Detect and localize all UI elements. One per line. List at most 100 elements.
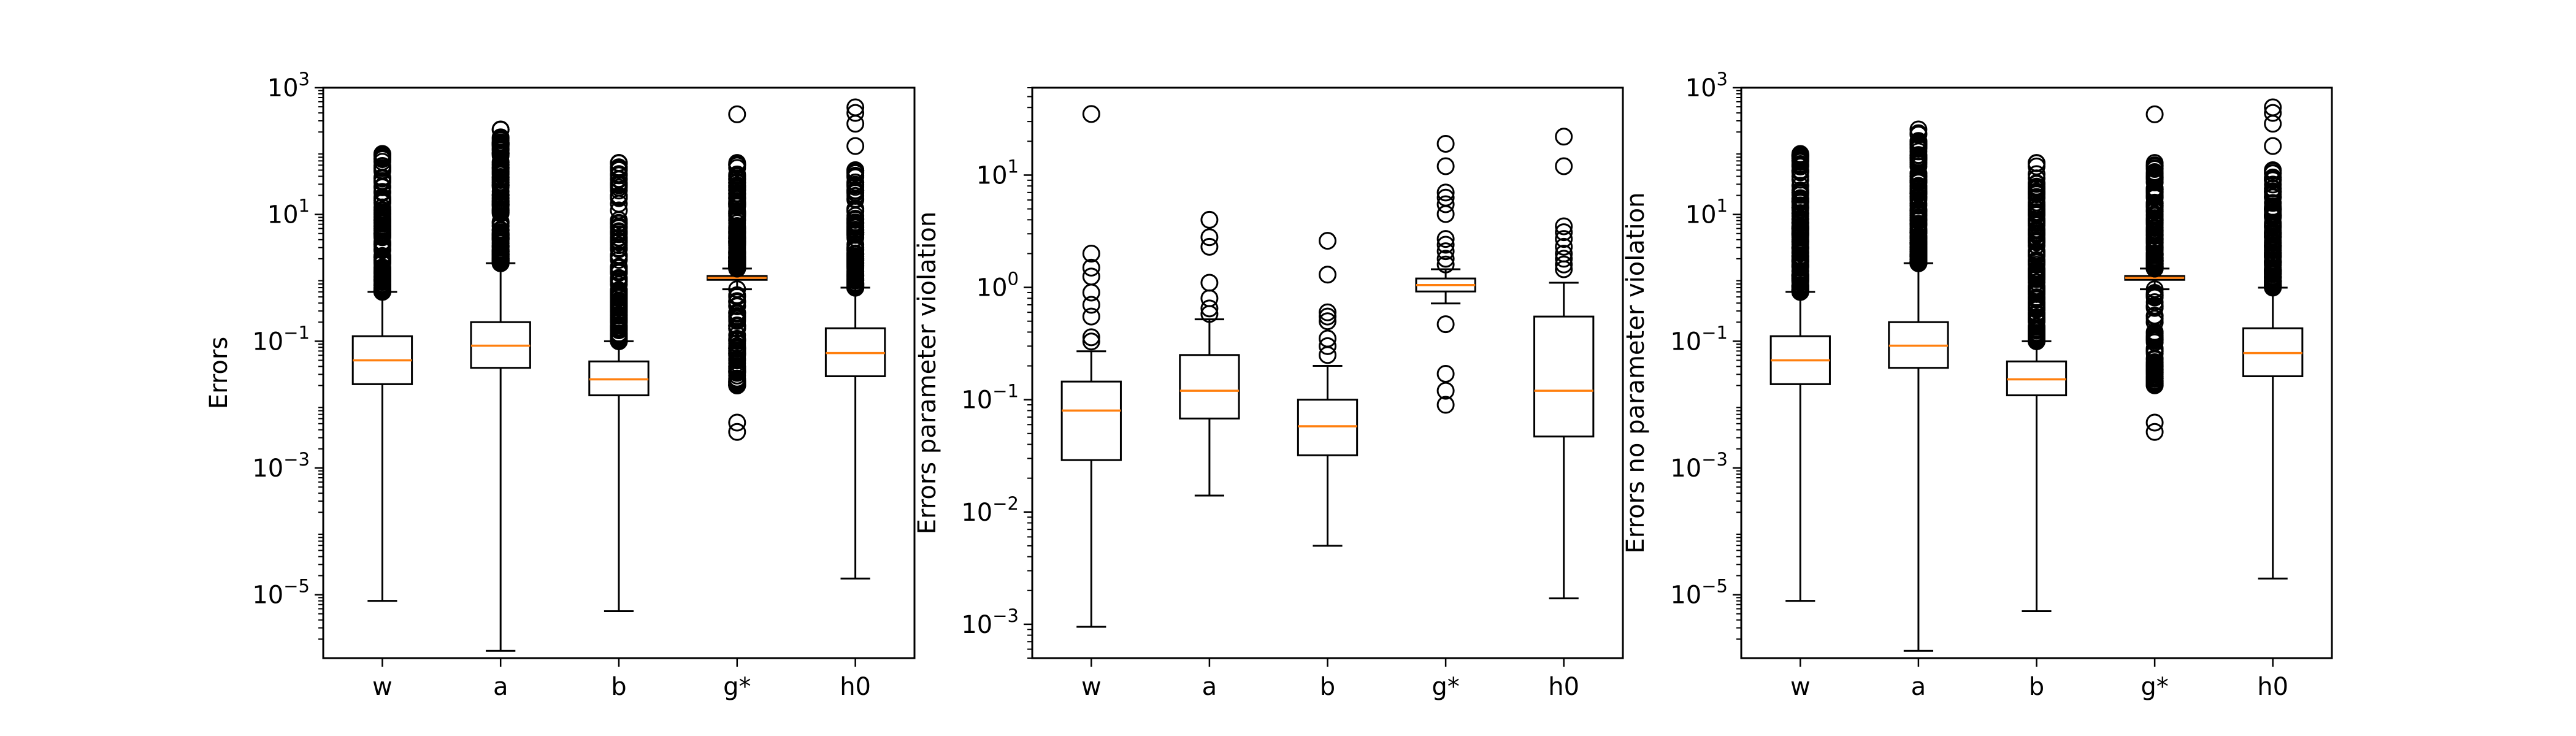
flier-point xyxy=(373,258,391,277)
flier-point xyxy=(2264,183,2282,201)
x-tick-label: g* xyxy=(1432,673,1459,701)
flier-point xyxy=(1082,105,1100,123)
flier-point xyxy=(1791,227,1809,245)
flier-point xyxy=(1791,277,1809,295)
box-b xyxy=(1297,232,1359,547)
flier-point xyxy=(1909,194,1928,213)
flier-point xyxy=(1319,307,1336,326)
flier-point xyxy=(1319,312,1336,331)
flier-point xyxy=(2145,195,2164,213)
y-tick-exponent: −5 xyxy=(283,576,310,597)
flier-point xyxy=(610,239,628,258)
y-tick-label: 10−5 xyxy=(1670,576,1728,610)
y-tick-base: 10 xyxy=(1685,201,1717,229)
flier-point xyxy=(2145,280,2164,299)
flier-point xyxy=(2145,154,2164,172)
flier-point xyxy=(1909,217,1928,235)
flier-point xyxy=(610,246,628,264)
box-w xyxy=(1060,105,1122,628)
flier-point xyxy=(1909,135,1928,153)
flier-point xyxy=(1436,230,1455,248)
flier-point xyxy=(373,169,391,188)
y-tick-base: 10 xyxy=(976,161,1008,190)
flier-point xyxy=(1909,146,1928,164)
flier-point xyxy=(846,226,865,244)
flier-point xyxy=(1909,247,1928,265)
y-tick-label: 10−2 xyxy=(961,493,1019,527)
y-tick-base: 10 xyxy=(267,201,299,229)
flier-point xyxy=(728,339,746,358)
flier-point xyxy=(728,372,746,390)
flier-point xyxy=(373,191,391,210)
x-tick-label: h0 xyxy=(2257,673,2288,701)
y-tick-base: 10 xyxy=(961,499,992,527)
flier-point xyxy=(2028,289,2045,307)
flier-point xyxy=(1436,195,1455,213)
y-tick-label: 101 xyxy=(1685,196,1728,229)
flier-point xyxy=(2145,234,2164,252)
iqr-box xyxy=(1060,380,1122,461)
flier-point xyxy=(846,161,865,179)
flier-point xyxy=(610,174,628,193)
flier-point xyxy=(728,174,746,192)
flier-point xyxy=(373,282,391,301)
flier-point xyxy=(846,245,865,264)
flier-point xyxy=(2028,180,2045,198)
flier-point xyxy=(1200,237,1219,256)
flier-point xyxy=(610,326,628,344)
flier-point xyxy=(2028,224,2045,243)
y-tick-exponent: 0 xyxy=(1008,269,1019,289)
flier-point xyxy=(1436,364,1455,383)
y-tick-label: 103 xyxy=(267,69,310,102)
flier-point xyxy=(728,362,746,381)
iqr-box xyxy=(1297,399,1359,456)
y-tick-base: 10 xyxy=(961,611,992,639)
y-tick-label: 10−5 xyxy=(252,576,310,610)
flier-point xyxy=(373,205,391,224)
flier-point xyxy=(1436,315,1455,334)
flier-point xyxy=(1791,189,1809,207)
iqr-box xyxy=(1179,354,1240,420)
y-tick-exponent: 1 xyxy=(1717,196,1728,217)
flier-point xyxy=(2028,326,2045,345)
flier-point xyxy=(2145,369,2164,388)
flier-point xyxy=(1082,258,1100,277)
flier-point xyxy=(610,311,628,329)
flier-point xyxy=(1555,255,1573,274)
flier-point xyxy=(2145,159,2164,178)
y-tick-label: 101 xyxy=(267,196,310,229)
flier-point xyxy=(2264,258,2282,277)
flier-point xyxy=(610,302,628,321)
flier-point xyxy=(2028,188,2045,206)
flier-point xyxy=(1909,174,1928,192)
box-g* xyxy=(1415,134,1476,414)
y-tick-exponent: −5 xyxy=(1701,576,1728,597)
flier-point xyxy=(2145,185,2164,203)
y-tick-base: 10 xyxy=(1670,454,1701,483)
flier-point xyxy=(2264,268,2282,286)
flier-point xyxy=(728,254,746,272)
flier-point xyxy=(728,194,746,213)
flier-point xyxy=(1791,183,1809,202)
flier-point xyxy=(2028,267,2045,286)
y-tick-base: 10 xyxy=(252,581,283,610)
flier-point xyxy=(610,330,628,348)
flier-point xyxy=(1791,267,1809,285)
flier-point xyxy=(1791,158,1809,176)
flier-point xyxy=(1791,171,1809,189)
flier-point xyxy=(1436,250,1455,268)
flier-point xyxy=(846,98,865,117)
x-tick-label: w xyxy=(1790,673,1811,701)
flier-point xyxy=(728,280,746,299)
flier-point xyxy=(1319,329,1336,348)
flier-point xyxy=(846,137,865,155)
flier-point xyxy=(1200,228,1219,247)
flier-point xyxy=(728,413,746,432)
axes-frame xyxy=(1031,86,1624,659)
flier-point xyxy=(373,149,391,167)
flier-point xyxy=(2028,154,2045,172)
box-a xyxy=(1179,210,1240,497)
flier-point xyxy=(1909,180,1928,198)
flier-point xyxy=(1791,272,1809,290)
flier-point xyxy=(610,292,628,310)
